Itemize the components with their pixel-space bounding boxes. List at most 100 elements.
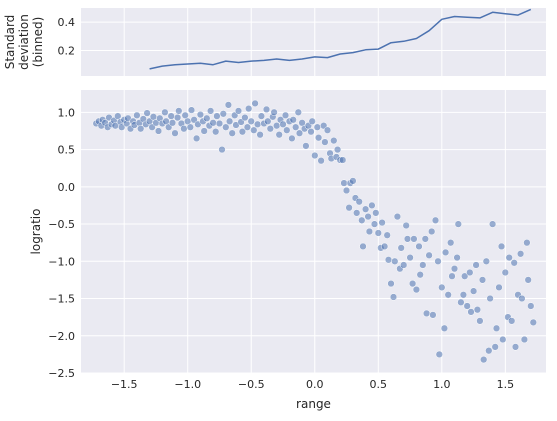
scatter-point <box>219 110 227 118</box>
scatter-point <box>307 128 315 136</box>
scatter-point <box>488 220 497 228</box>
x-tick-label: 1.0 <box>433 378 451 391</box>
scatter-point <box>365 227 374 236</box>
scatter-point <box>441 248 450 257</box>
scatter-point <box>289 116 297 124</box>
scatter-point <box>330 136 338 145</box>
scatter-point <box>476 317 484 325</box>
scatter-point <box>422 309 431 318</box>
scatter-point <box>355 198 363 206</box>
scatter-point <box>359 242 367 251</box>
scatter-point <box>374 229 382 237</box>
scatter-point <box>505 253 513 262</box>
scatter-point <box>485 347 493 355</box>
scatter-point <box>167 112 175 120</box>
bottom-y-tick-label: −2.5 <box>48 367 75 380</box>
scatter-point <box>213 112 221 120</box>
scatter-point <box>495 283 503 292</box>
scatter-point <box>466 268 474 277</box>
scatter-point <box>412 285 421 294</box>
scatter-point <box>425 251 433 259</box>
scatter-point <box>173 113 182 122</box>
scatter-point <box>387 279 395 288</box>
scatter-point <box>469 287 478 295</box>
scatter-point <box>361 205 370 213</box>
scatter-point <box>264 117 272 125</box>
scatter-point <box>257 112 266 120</box>
x-tick-label: 1.5 <box>497 378 515 391</box>
scatter-point <box>431 216 440 224</box>
scatter-point <box>400 261 408 269</box>
scatter-point <box>161 108 169 116</box>
bottom-y-tick-label: −0.5 <box>48 218 75 231</box>
top-y-axis-label-line: Standard <box>3 15 17 70</box>
scatter-point <box>448 272 456 280</box>
scatter-point <box>137 125 145 133</box>
scatter-point <box>380 242 389 251</box>
scatter-point <box>196 110 205 119</box>
scatter-point <box>288 134 296 143</box>
scatter-point <box>323 126 332 134</box>
scatter-point <box>270 108 278 116</box>
scatter-point <box>497 242 506 251</box>
x-axis-label: range <box>296 397 331 411</box>
scatter-point <box>389 293 398 301</box>
top-y-axis-label-line: (binned) <box>31 17 45 68</box>
scatter-point <box>192 134 201 143</box>
scatter-point <box>473 306 482 314</box>
scatter-point <box>243 123 252 131</box>
scatter-point <box>523 239 531 247</box>
bottom-y-tick-label: 0.0 <box>58 181 76 194</box>
scatter-point <box>529 318 537 327</box>
scatter-point <box>435 350 443 359</box>
scatter-point <box>492 324 501 332</box>
bottom-plot-area <box>81 90 546 373</box>
scatter-point <box>478 276 487 284</box>
scatter-point <box>358 216 366 224</box>
scatter-point <box>281 111 290 119</box>
bottom-y-tick-label: 1.0 <box>58 106 76 119</box>
scatter-point <box>461 272 469 280</box>
scatter-point <box>154 127 163 135</box>
scatter-point <box>186 123 194 131</box>
scatter-point <box>256 131 264 139</box>
scatter-point <box>187 106 196 114</box>
scatter-point <box>508 317 516 325</box>
scatter-point <box>295 129 304 137</box>
scatter-point <box>224 101 233 109</box>
scatter-point <box>317 157 325 165</box>
scatter-point <box>333 145 342 154</box>
x-tick-label: −1.5 <box>111 378 138 391</box>
scatter-point <box>238 128 247 136</box>
scatter-point <box>457 298 465 306</box>
scatter-point <box>262 105 271 114</box>
scatter-point <box>501 268 509 277</box>
scatter-point <box>311 151 319 160</box>
scatter-point <box>294 108 302 116</box>
scatter-point <box>472 261 480 269</box>
scatter-point <box>340 179 348 187</box>
scatter-point <box>266 125 274 133</box>
scatter-point <box>308 117 316 125</box>
scatter-point <box>486 294 494 303</box>
scatter-point <box>516 250 525 258</box>
scatter-point <box>171 129 179 137</box>
scatter-point <box>225 117 234 125</box>
scatter-point <box>520 335 529 344</box>
scatter-point <box>450 265 459 273</box>
scatter-point <box>482 257 490 265</box>
scatter-point <box>429 311 437 319</box>
scatter-point <box>321 138 329 146</box>
scatter-point <box>491 343 499 351</box>
scatter-point <box>408 279 417 288</box>
scatter-point <box>372 209 380 217</box>
scatter-point <box>180 125 188 133</box>
scatter-point <box>415 242 423 251</box>
scatter-point <box>393 212 402 221</box>
scatter-point <box>245 104 253 113</box>
scatter-point <box>524 276 532 284</box>
scatter-point <box>368 201 376 210</box>
scatter-point <box>175 107 183 115</box>
